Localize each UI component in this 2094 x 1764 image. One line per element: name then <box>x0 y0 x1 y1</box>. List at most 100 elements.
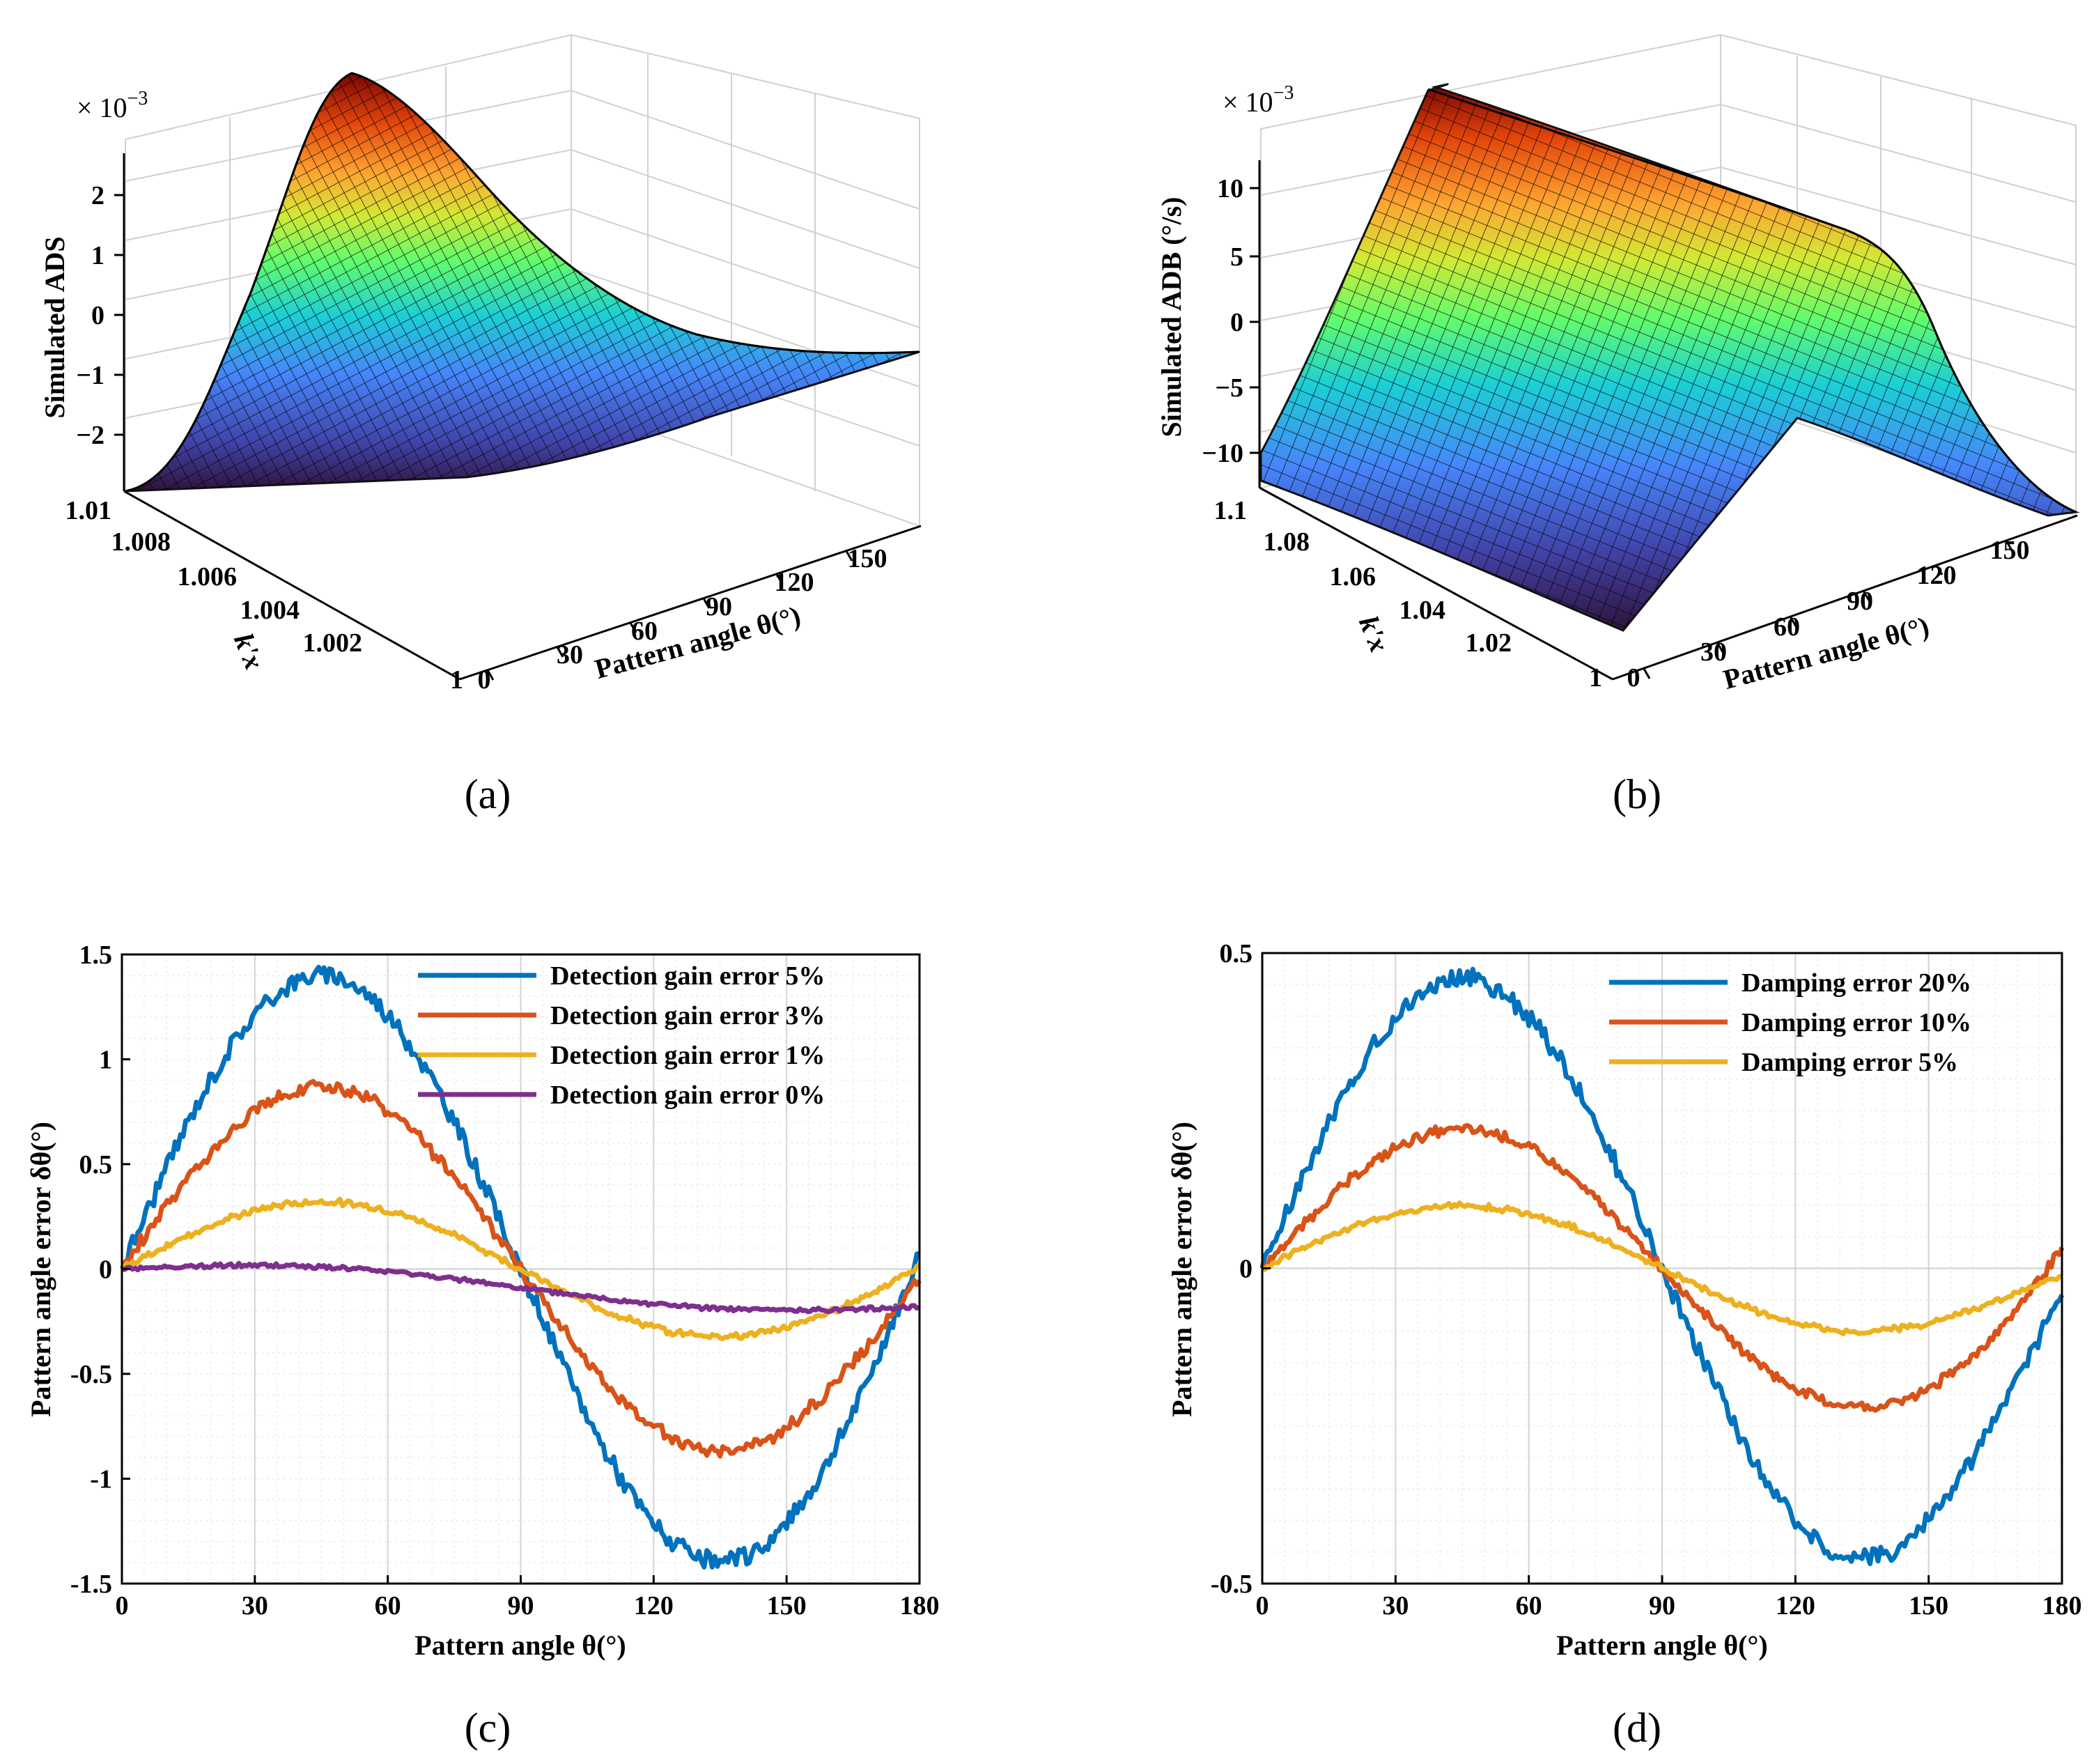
y-tick-label: -0.5 <box>1211 1570 1252 1599</box>
panel-c-grid <box>121 954 920 1584</box>
y-tick-label: -0.5 <box>70 1360 112 1389</box>
y-tick-label: 1.06 <box>1330 562 1376 591</box>
y-tick-label: 1.01 <box>65 496 112 525</box>
x-tick-label: 60 <box>1774 612 1800 642</box>
panel-b: 10 5 0 −5 −10 0 30 60 90 120 150 1.1 1.08 1.06 1.04 1.0… <box>1156 33 2080 817</box>
x-tick-label: 120 <box>775 568 814 597</box>
y-tick-label: -1.5 <box>70 1570 112 1599</box>
panel-d-lines <box>1259 966 2065 1566</box>
y-tick-label: -1 <box>90 1465 112 1494</box>
z-tick-label: 0 <box>91 301 104 330</box>
x-tick-label: 60 <box>631 617 658 646</box>
y-tick-label: 0 <box>99 1255 112 1285</box>
x-tick-label: 30 <box>1700 637 1727 667</box>
z-tick-label: −5 <box>1215 373 1243 403</box>
panel-b-caption: (b) <box>1613 771 1661 817</box>
y-tick-label: 1 <box>1589 663 1602 693</box>
x-tick-label: 90 <box>706 592 732 621</box>
panel-b-axes <box>1258 160 2078 681</box>
panel-d-caption: (d) <box>1613 1705 1661 1751</box>
y-tick-label: 1.006 <box>178 562 238 591</box>
panel-c-xlabel: Pattern angle θ(°) <box>414 1630 626 1661</box>
x-tick-label: 150 <box>1909 1591 1948 1620</box>
panel-c: 0 30 60 90 120 150 180 1.5 1 0.5 0 -0.5 -1 -1.5 Detec… <box>25 941 940 1751</box>
y-tick-label: 1 <box>99 1046 112 1075</box>
x-tick-label: 90 <box>508 1591 534 1620</box>
z-tick-label: 1 <box>91 241 104 270</box>
panel-c-ylabel: Pattern angle error δθ(°) <box>25 1122 56 1417</box>
panel-b-ylabel: k'x <box>1353 612 1395 656</box>
panel-b-tick-marks <box>1250 187 2013 679</box>
series-line <box>120 1196 920 1341</box>
panel-c-tick-labels: 0 30 60 90 120 150 180 1.5 1 0.5 0 -0.5 -1 -1.5 <box>70 941 940 1620</box>
y-tick-label: 1.5 <box>79 941 113 970</box>
panel-a-zlabel: Simulated ADS <box>39 236 70 418</box>
panel-a-tick-marks <box>114 194 853 681</box>
z-tick-label: 0 <box>1230 308 1243 337</box>
panel-a: 210−1−203060901201501.011.0081.0061.0041… <box>39 33 922 817</box>
z-tick-label: −1 <box>76 361 104 390</box>
x-tick-label: 90 <box>1847 587 1873 616</box>
panel-c-lines <box>119 964 922 1570</box>
y-tick-label: 1.008 <box>111 527 171 557</box>
panel-c-caption: (c) <box>465 1705 511 1751</box>
x-tick-label: 150 <box>848 544 887 573</box>
x-tick-label: 0 <box>1627 663 1641 693</box>
panel-a-caption: (a) <box>465 771 511 817</box>
panel-d-ylabel: Pattern angle error δθ(°) <box>1166 1122 1197 1417</box>
y-tick-label: 1.1 <box>1214 496 1248 525</box>
x-tick-label: 120 <box>634 1591 674 1620</box>
y-tick-label: 1.02 <box>1466 628 1512 658</box>
z-tick-label: 10 <box>1217 174 1243 203</box>
z-tick-label: −2 <box>76 421 104 450</box>
x-tick-label: 180 <box>900 1591 940 1620</box>
panel-a-surface <box>125 72 920 493</box>
x-tick-label: 30 <box>1382 1591 1409 1620</box>
y-tick-label: 1.08 <box>1264 527 1310 557</box>
y-tick-label: 1.004 <box>240 596 300 625</box>
panel-c-legend: Detection gain error 5% Detection gain er… <box>418 961 825 1110</box>
series-line <box>119 1078 922 1459</box>
y-tick-label: 1.002 <box>303 628 363 658</box>
x-tick-label: 150 <box>767 1591 807 1620</box>
panel-b-zlabel: Simulated ADB (°/s) <box>1156 197 1187 438</box>
series-line <box>121 1260 920 1315</box>
x-tick-label: 0 <box>1256 1591 1269 1620</box>
x-tick-label: 90 <box>1649 1591 1675 1620</box>
z-tick-label: 5 <box>1230 242 1243 272</box>
legend-label: Detection gain error 5% <box>550 961 825 991</box>
panel-b-surface <box>1259 83 2080 632</box>
panel-a-ylabel: k'x <box>228 629 270 674</box>
x-tick-label: 150 <box>1990 536 2030 565</box>
legend-label: Damping error 5% <box>1742 1048 1958 1077</box>
x-tick-label: 0 <box>116 1591 129 1620</box>
panel-d-xlabel: Pattern angle θ(°) <box>1556 1630 1767 1661</box>
legend-label: Detection gain error 0% <box>550 1081 825 1110</box>
x-tick-label: 30 <box>557 640 583 670</box>
x-tick-label: 60 <box>1516 1591 1542 1620</box>
legend-label: Detection gain error 1% <box>550 1041 825 1070</box>
panel-a-exponent: × 10−3 <box>77 88 148 123</box>
x-tick-label: 120 <box>1776 1591 1815 1620</box>
legend-label: Damping error 10% <box>1742 1008 1971 1037</box>
z-tick-label: −10 <box>1202 439 1243 468</box>
panel-a-tick-labels: 210−1−203060901201501.011.0081.0061.0041… <box>65 181 887 695</box>
legend-label: Detection gain error 3% <box>550 1001 825 1030</box>
x-tick-label: 180 <box>2042 1591 2082 1620</box>
panel-a-xlabel: Pattern angle θ(°) <box>591 600 804 685</box>
y-tick-label: 0.5 <box>1220 939 1253 968</box>
panel-b-tick-labels: 10 5 0 −5 −10 0 30 60 90 120 150 1.1 1.08 1.06 1.04 1.0… <box>1202 174 2029 693</box>
series-line <box>1261 1200 2063 1336</box>
y-tick-label: 0 <box>1239 1255 1252 1284</box>
panel-b-exponent: × 10−3 <box>1223 82 1294 118</box>
panel-d-legend: Damping error 20% Damping error 10% Dampin… <box>1609 968 1971 1077</box>
legend-label: Damping error 20% <box>1742 968 1971 998</box>
y-tick-label: 1.04 <box>1399 596 1446 625</box>
x-tick-label: 60 <box>375 1591 401 1620</box>
y-tick-label: 1 <box>450 665 463 695</box>
x-tick-label: 0 <box>478 665 491 695</box>
panel-b-xlabel: Pattern angle θ(°) <box>1720 610 1932 695</box>
x-tick-label: 120 <box>1917 561 1957 590</box>
